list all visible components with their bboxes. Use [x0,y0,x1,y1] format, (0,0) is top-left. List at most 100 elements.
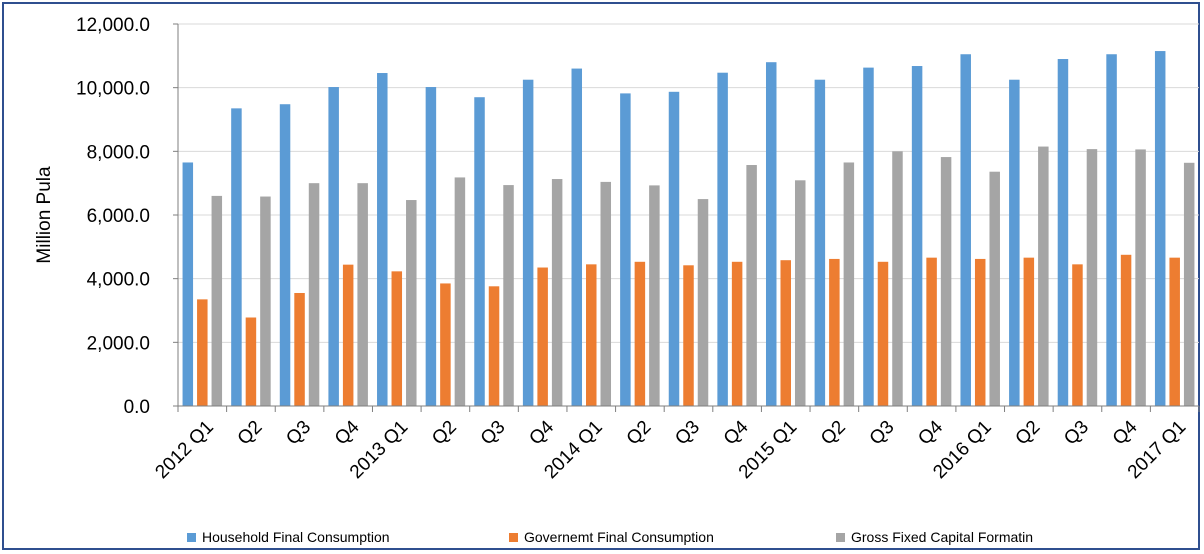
bar-gross-fixed-capital [1038,146,1049,406]
y-tick-label: 4,000.0 [87,270,150,291]
x-tick-label: Q4 [914,416,947,449]
x-tick-label: Q2 [623,417,656,450]
y-tick-labels: 0.0 2,000.0 4,000.0 6,000.0 8,000.0 10,000.0 1… [76,15,178,418]
bar-government [877,261,889,406]
bar-household [717,72,728,406]
bar-government [488,286,500,406]
bar-gross-fixed-capital [308,183,320,406]
legend: Household Final Consumption Governemt Fi… [0,529,1204,549]
legend-swatch-gross-fixed-capital [836,532,845,542]
bar-household [1009,79,1020,406]
bar-government [829,258,840,406]
bar-government [537,267,548,406]
bar-government [294,292,305,406]
y-axis-label: Million Pula [34,166,55,264]
bar-household [571,68,583,407]
bar-household [279,104,291,406]
bar-gross-fixed-capital [1183,162,1195,406]
x-tick-label: Q4 [1109,416,1142,449]
bar-household [765,62,777,406]
legend-label-gross-fixed-capital: Gross Fixed Capital Formatin [851,529,1034,545]
bar-gross-fixed-capital [746,165,757,406]
bar-government [586,264,597,406]
bar-government [1072,264,1083,406]
bar-gross-fixed-capital [940,157,952,406]
bar-household [1106,54,1117,406]
bar-gross-fixed-capital [697,199,709,406]
x-tick-label: Q4 [525,416,558,449]
x-tick-label: Q2 [817,417,850,450]
bar-government [1023,257,1035,406]
bar-gross-fixed-capital [454,177,466,406]
x-tick-label: Q3 [282,417,315,450]
y-tick-label: 10,000.0 [76,79,150,100]
bar-household [328,87,339,406]
x-tick-label: Q4 [720,416,753,449]
bar-government [342,264,354,406]
legend-item-government: Governemt Final Consumption [509,529,714,545]
bar-government [391,271,403,406]
bar-household [1057,59,1069,407]
x-tick-label: Q3 [671,417,704,450]
bar-household [425,87,437,406]
bar-government [731,261,743,406]
legend-label-government: Governemt Final Consumption [524,529,714,545]
bar-government [245,317,257,406]
x-tick-label: Q2 [234,417,267,450]
bar-government [1120,254,1132,406]
y-tick-label: 6,000.0 [87,206,150,227]
bar-government [974,258,986,406]
bar-gross-fixed-capital [551,179,563,406]
bar-gross-fixed-capital [794,180,806,406]
bar-household [474,97,485,406]
bar-household [1154,51,1166,406]
bar-gross-fixed-capital [357,183,368,406]
x-tick-label: Q3 [1060,417,1093,450]
bar-government [926,257,937,406]
bar-household [814,79,826,406]
bar-household [863,67,874,406]
bar-government [440,283,451,406]
bar-household [182,162,194,406]
bars [182,51,1195,407]
bar-gross-fixed-capital [892,151,903,406]
legend-item-household: Household Final Consumption [187,529,390,545]
bar-gross-fixed-capital [260,196,271,406]
x-tick-label: Q4 [331,416,364,449]
bar-household [960,54,971,406]
bar-gross-fixed-capital [1135,149,1146,406]
x-tick-label: Q2 [428,417,461,450]
y-tick-label: 0.0 [124,397,150,418]
bar-government [197,299,208,406]
y-tick-label: 2,000.0 [87,333,150,354]
bar-gross-fixed-capital [989,171,1000,406]
legend-item-gross-fixed-capital: Gross Fixed Capital Formatin [836,529,1033,545]
legend-label-household: Household Final Consumption [202,529,390,545]
bar-household [911,66,923,407]
bar-household [620,93,631,406]
bar-government [780,260,791,406]
bar-gross-fixed-capital [211,195,223,406]
bar-government [1169,257,1180,406]
y-tick-label: 8,000.0 [87,142,150,163]
bar-gross-fixed-capital [406,200,417,406]
y-tick-label: 12,000.0 [76,15,150,36]
legend-swatch-government [509,532,518,542]
x-tick-label: Q3 [866,417,899,450]
legend-swatch-household [187,532,196,542]
x-tick-label: Q2 [1012,417,1045,450]
bar-gross-fixed-capital [503,185,514,406]
x-tick-label: 2012 Q1 [151,417,217,483]
bar-household [231,108,242,406]
bar-gross-fixed-capital [843,162,855,406]
bar-household [522,79,534,406]
bar-government [634,261,646,406]
bar-household [668,91,680,407]
bar-gross-fixed-capital [600,181,612,406]
x-tick-label: Q3 [477,417,510,450]
bar-household [377,73,388,407]
bar-gross-fixed-capital [649,185,660,406]
bar-gross-fixed-capital [1086,149,1098,407]
